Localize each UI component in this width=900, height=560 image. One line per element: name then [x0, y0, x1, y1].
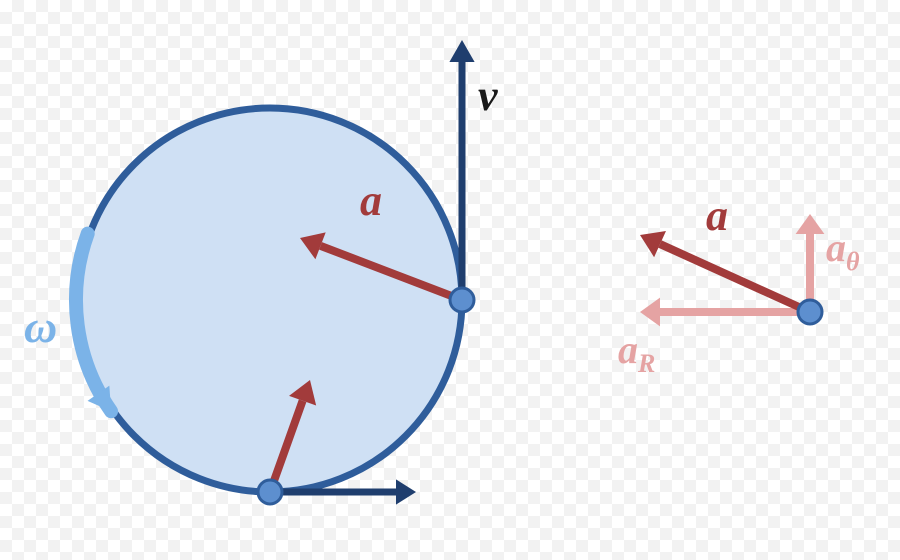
label-a-radial: aR	[618, 326, 655, 379]
label-a-decomp: a	[706, 190, 728, 241]
label-a-top: a	[360, 175, 382, 226]
circle-path	[78, 108, 462, 492]
label-omega: ω	[24, 300, 57, 353]
point-decomposition	[798, 300, 822, 324]
physics-diagram	[0, 0, 900, 560]
label-a-tangential: aθ	[826, 224, 860, 277]
label-a-tangential-sub: θ	[846, 247, 860, 276]
a-radial-arrow-head	[640, 298, 660, 327]
label-a-tangential-main: a	[826, 225, 846, 270]
label-v: v	[478, 70, 498, 121]
a-decomp-arrow-shaft	[660, 244, 810, 312]
label-a-radial-sub: R	[638, 349, 655, 378]
point-bottom	[258, 480, 282, 504]
a-theta-arrow-head	[796, 214, 825, 234]
velocity-arrow-head	[449, 40, 474, 62]
point-right	[450, 288, 474, 312]
label-a-radial-main: a	[618, 327, 638, 372]
bottom-tangent-arrow-head	[396, 479, 416, 504]
